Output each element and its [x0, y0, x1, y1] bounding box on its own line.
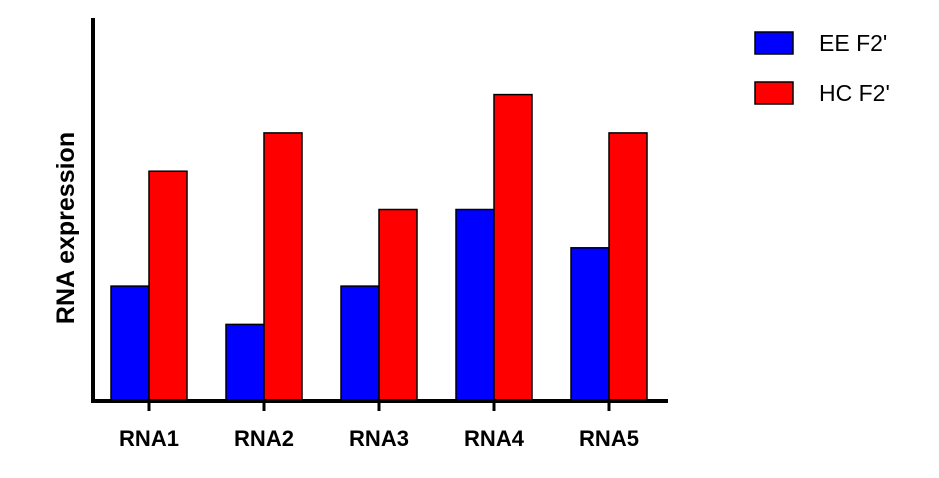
legend-swatch-2 — [754, 81, 794, 105]
x-tick-label-rna2: RNA2 — [234, 426, 294, 451]
bar-rna3-series-1 — [340, 285, 380, 402]
x-tick-label-rna5: RNA5 — [579, 426, 639, 451]
bar-rna1-series-2 — [148, 170, 188, 402]
bar-rna2-series-1 — [225, 323, 265, 402]
x-tick-label-rna1: RNA1 — [119, 426, 179, 451]
bar-rna4-series-2 — [493, 93, 533, 402]
x-tick-labels-group: RNA1 RNA2 RNA3 RNA4 RNA5 — [119, 426, 639, 451]
bar-rna5-series-2 — [608, 132, 648, 402]
x-tick-label-rna4: RNA4 — [464, 426, 525, 451]
legend-label-1: EE F2' — [819, 30, 887, 56]
bar-rna1-series-1 — [110, 285, 150, 402]
bar-rna2-series-2 — [263, 132, 303, 402]
bars-group — [110, 93, 648, 402]
bar-rna3-series-2 — [378, 208, 418, 402]
legend-label-2: HC F2' — [819, 80, 890, 106]
legend-swatch-1 — [754, 31, 794, 55]
y-axis-title: RNA expression — [52, 132, 80, 324]
x-ticks-group — [147, 401, 611, 411]
legend: EE F2' HC F2' — [754, 30, 890, 106]
x-tick-label-rna3: RNA3 — [349, 426, 409, 451]
bar-rna5-series-1 — [570, 247, 610, 402]
bar-rna4-series-1 — [455, 208, 495, 402]
